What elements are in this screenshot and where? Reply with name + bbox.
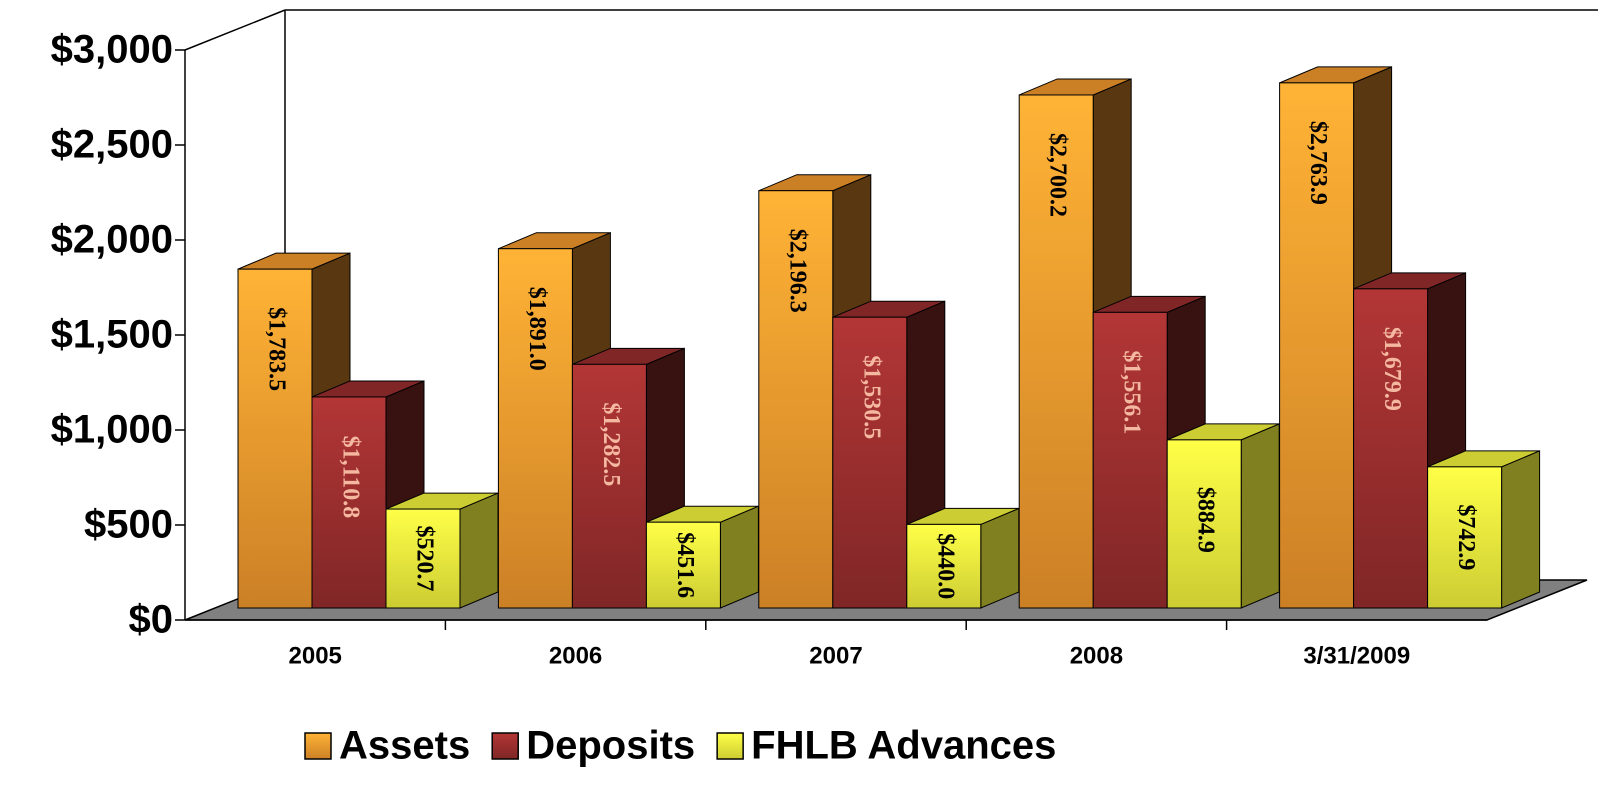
value-label: $1,783.5: [263, 307, 289, 391]
value-label: $2,700.2: [1045, 133, 1071, 217]
legend-swatch: [491, 732, 519, 760]
bar: [1166, 439, 1242, 609]
bar-side: [980, 507, 1020, 609]
bar: [311, 396, 387, 609]
bar: [1018, 94, 1094, 609]
legend-swatch: [304, 732, 332, 760]
bar: [758, 190, 834, 609]
value-label: $1,556.1: [1119, 350, 1145, 434]
y-tick-label: $3,000: [51, 28, 173, 72]
bar: [1092, 311, 1168, 609]
x-tick-label: 3/31/2009: [1303, 642, 1410, 669]
bar-side: [1501, 450, 1541, 609]
bar: [645, 521, 721, 609]
bar-side: [459, 492, 499, 609]
value-label: $2,196.3: [784, 229, 810, 313]
x-tick-label: 2006: [549, 642, 602, 669]
side-wall-top: [184, 9, 286, 51]
y-tick-label: $500: [84, 503, 173, 547]
y-tick-label: $1,000: [51, 408, 173, 452]
value-label: $1,282.5: [598, 402, 624, 486]
bar: [1353, 288, 1429, 609]
bar-side: [1240, 423, 1280, 609]
legend-label: Assets: [339, 724, 470, 768]
bar-side: [719, 505, 759, 609]
bar: [832, 316, 908, 609]
y-tick-label: $2,500: [51, 123, 173, 167]
value-label: $440.0: [932, 533, 958, 599]
bar: [1427, 466, 1503, 609]
x-tick-label: 2008: [1070, 642, 1123, 669]
bar: [497, 248, 573, 609]
bar: [385, 508, 461, 609]
value-label: $1,891.0: [524, 287, 550, 371]
legend-swatch: [716, 732, 744, 760]
x-tick-label: 2005: [289, 642, 342, 669]
bar: [906, 523, 982, 609]
legend-label: FHLB Advances: [751, 724, 1056, 768]
bar: [571, 363, 647, 609]
legend-label: Deposits: [526, 724, 695, 768]
value-label: $1,110.8: [337, 436, 363, 519]
x-tick-label: 2007: [809, 642, 862, 669]
value-label: $1,530.5: [858, 355, 884, 439]
value-label: $2,763.9: [1305, 121, 1331, 205]
value-label: $742.9: [1453, 504, 1479, 570]
y-tick-label: $1,500: [51, 313, 173, 357]
value-label: $520.7: [411, 526, 437, 592]
y-tick-label: $0: [129, 598, 174, 642]
value-label: $451.6: [672, 532, 698, 598]
value-label: $1,679.9: [1379, 327, 1405, 411]
value-label: $884.9: [1193, 487, 1219, 553]
y-tick-label: $2,000: [51, 218, 173, 262]
